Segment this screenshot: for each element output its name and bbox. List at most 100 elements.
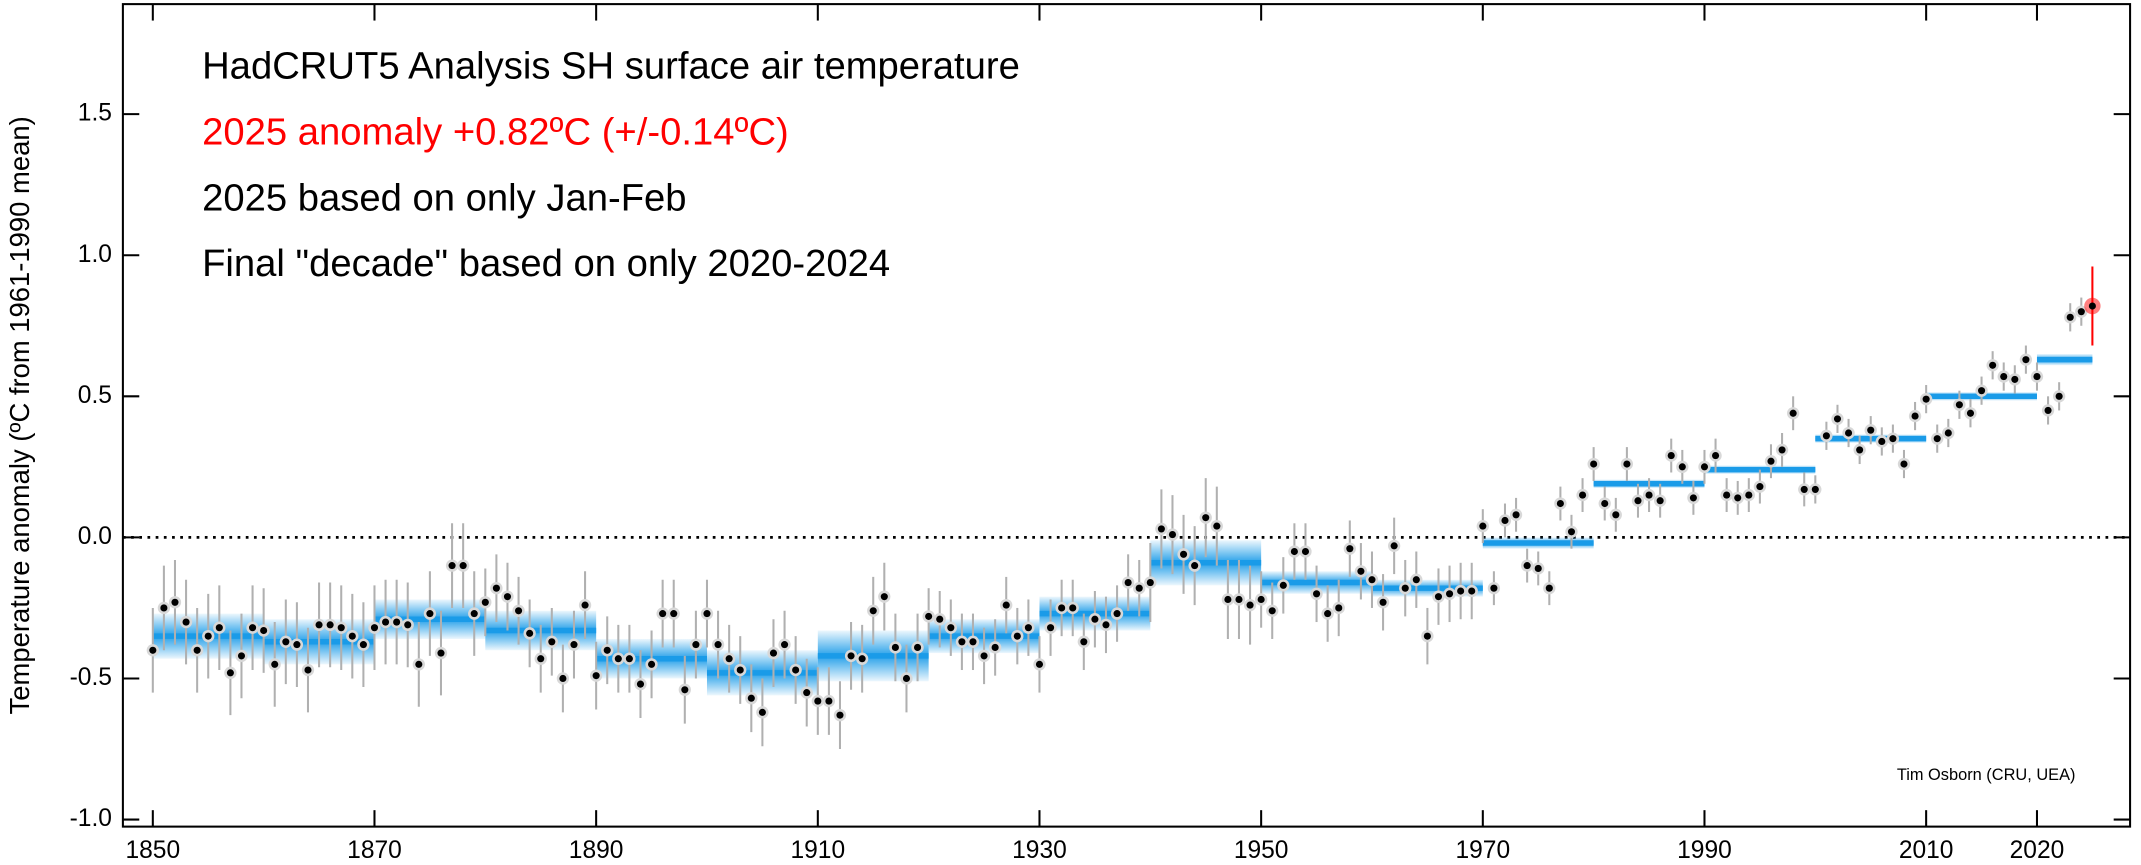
point xyxy=(1035,660,1044,668)
x-tick-label: 1970 xyxy=(1455,837,1510,864)
point xyxy=(648,660,656,668)
point xyxy=(1301,547,1310,556)
point xyxy=(537,655,545,663)
point xyxy=(659,610,667,618)
point xyxy=(1279,581,1287,589)
point xyxy=(1579,491,1587,499)
point xyxy=(1789,409,1797,417)
x-tick-label: 1910 xyxy=(790,837,845,864)
point xyxy=(437,649,445,657)
point xyxy=(215,624,223,632)
point xyxy=(736,666,744,674)
point xyxy=(1634,497,1642,505)
point xyxy=(825,697,833,705)
x-tick-label: 1850 xyxy=(125,837,180,864)
point xyxy=(836,711,844,719)
point xyxy=(1501,516,1509,525)
point xyxy=(1168,531,1177,539)
point xyxy=(415,660,423,668)
point xyxy=(382,618,390,626)
point xyxy=(1412,576,1420,584)
point xyxy=(1191,562,1199,570)
point xyxy=(481,598,489,606)
point xyxy=(370,624,379,632)
point xyxy=(1656,497,1664,505)
point xyxy=(1379,598,1387,606)
point xyxy=(1833,415,1842,423)
point xyxy=(1612,511,1620,519)
point xyxy=(1024,624,1032,632)
point xyxy=(614,655,622,663)
point xyxy=(1346,545,1354,553)
point xyxy=(703,610,711,618)
point xyxy=(260,626,268,635)
point xyxy=(1900,460,1908,468)
point xyxy=(1146,578,1154,587)
point xyxy=(2022,356,2030,364)
point xyxy=(459,562,467,570)
point xyxy=(1534,564,1542,573)
point xyxy=(769,649,778,657)
point xyxy=(603,646,611,654)
point xyxy=(304,666,312,674)
x-tick-label: 2010 xyxy=(1899,837,1954,864)
point xyxy=(1013,632,1021,640)
point xyxy=(1268,607,1276,615)
point xyxy=(348,632,356,640)
point xyxy=(315,621,323,629)
point xyxy=(969,638,977,646)
point xyxy=(2000,373,2008,381)
point xyxy=(1047,624,1055,632)
point xyxy=(1933,435,1941,443)
point xyxy=(1080,638,1088,646)
x-tick-label: 1950 xyxy=(1234,837,1289,864)
point xyxy=(925,612,933,620)
point xyxy=(249,624,257,632)
point xyxy=(880,593,888,601)
point xyxy=(1556,499,1564,508)
point xyxy=(1235,595,1243,604)
point xyxy=(237,652,246,660)
x-tick-label: 1890 xyxy=(569,837,624,864)
point xyxy=(1446,590,1454,598)
point xyxy=(359,641,367,649)
point xyxy=(149,646,157,654)
point xyxy=(448,562,456,570)
point xyxy=(670,610,678,618)
point xyxy=(1856,446,1864,454)
point xyxy=(858,655,866,663)
y-tick-label: -0.5 xyxy=(70,664,112,691)
point xyxy=(226,669,234,677)
point xyxy=(470,610,478,618)
y-tick-label: 0.5 xyxy=(78,382,112,409)
point xyxy=(891,643,899,652)
point xyxy=(1623,460,1631,468)
point xyxy=(681,686,689,694)
point xyxy=(1822,432,1830,440)
point xyxy=(1678,463,1686,471)
point xyxy=(1434,593,1443,601)
point xyxy=(548,638,556,646)
credit: Tim Osborn (CRU, UEA) xyxy=(1897,766,2076,784)
point xyxy=(1224,595,1232,604)
point xyxy=(1457,587,1465,595)
x-tick-label: 1990 xyxy=(1677,837,1732,864)
point xyxy=(426,610,434,618)
plot-frame xyxy=(121,3,2132,828)
point xyxy=(592,672,600,680)
point xyxy=(2077,308,2085,316)
point xyxy=(293,641,301,649)
point xyxy=(581,601,589,609)
point xyxy=(1978,387,1986,395)
point xyxy=(792,666,800,674)
point xyxy=(1745,491,1753,499)
point xyxy=(1124,578,1132,587)
point xyxy=(1922,395,1930,403)
point xyxy=(404,621,412,629)
point xyxy=(515,607,523,615)
point xyxy=(526,629,534,637)
point xyxy=(714,641,722,649)
point xyxy=(991,643,999,652)
point xyxy=(902,674,911,683)
